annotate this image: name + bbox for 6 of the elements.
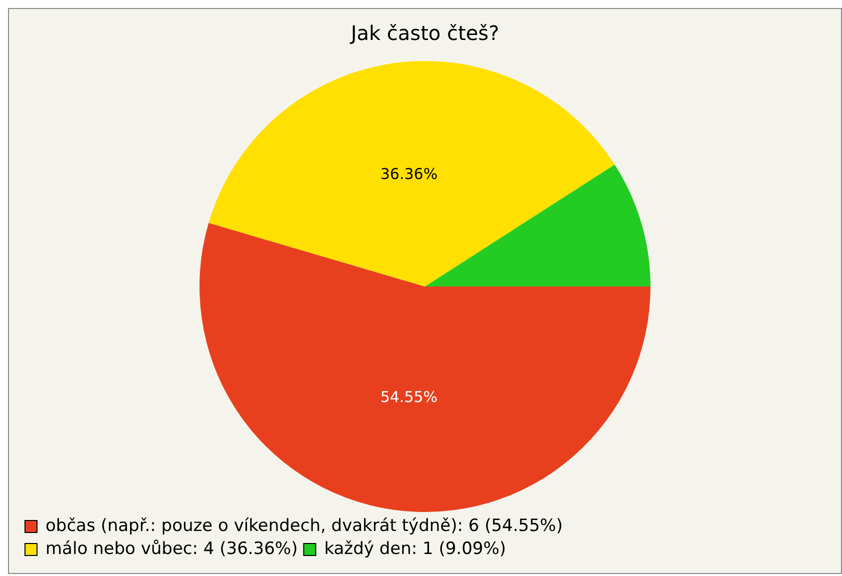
legend-label: málo nebo vůbec: 4 (36.36%) [46,538,298,559]
legend-label: každý den: 1 (9.09%) [324,538,506,559]
legend-label: občas (např.: pouze o víkendech, dvakrát týdně): 6 (54.55%) [46,516,563,536]
data-label: 36.36% [380,164,438,183]
data-label: 54.55% [380,388,438,406]
chart-title: Jak často čteš? [348,21,500,46]
